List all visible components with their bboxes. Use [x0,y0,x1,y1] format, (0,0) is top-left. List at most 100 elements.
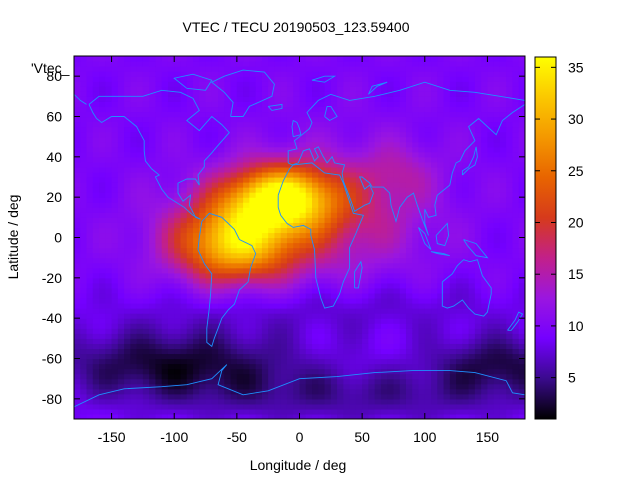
heatmap-cell [80,71,88,77]
heatmap-cell [255,287,263,294]
heatmap-cell [493,272,501,279]
heatmap-cell [136,353,144,360]
heatmap-cell [387,303,395,309]
heatmap-cell [80,121,88,128]
heatmap-cell [236,136,244,143]
heatmap-cell [142,106,150,113]
heatmap-cell [312,368,319,375]
heatmap-cell [99,398,106,405]
heatmap-cell [380,56,388,62]
heatmap-cell [180,116,188,123]
heatmap-cell [449,328,457,334]
heatmap-cell [493,338,501,344]
heatmap-cell [312,343,319,350]
heatmap-cell [224,106,232,113]
heatmap-cell [437,101,445,108]
heatmap-cell [117,272,125,279]
heatmap-cell [424,413,432,419]
heatmap-cell [105,171,113,178]
heatmap-cell [362,388,369,395]
heatmap-cell [431,66,438,72]
heatmap-cell [412,217,420,223]
heatmap-cell [193,151,200,158]
heatmap-cell [324,146,332,153]
heatmap-cell [149,136,157,143]
heatmap-cell [74,388,81,395]
heatmap-cell [199,192,207,198]
heatmap-cell [180,413,188,419]
heatmap-cell [462,161,470,168]
heatmap-cell [261,101,269,108]
heatmap-cell [111,318,119,324]
heatmap-cell [456,303,463,309]
heatmap-cell [412,257,420,264]
heatmap-cell [343,171,351,178]
heatmap-cell [142,388,150,395]
heatmap-cell [412,66,420,72]
heatmap-cell [117,262,125,269]
heatmap-cell [481,161,489,168]
heatmap-cell [92,398,100,405]
heatmap-cell [286,262,294,269]
heatmap-cell [431,141,438,148]
heatmap-cell [111,308,119,314]
heatmap-cell [199,171,207,178]
heatmap-cell [117,413,125,419]
heatmap-cell [343,378,351,385]
heatmap-cell [493,277,501,284]
heatmap-cell [318,318,326,324]
heatmap-cell [261,333,269,339]
heatmap-cell [499,171,507,178]
heatmap-cell [380,343,388,350]
heatmap-cell [274,373,282,380]
heatmap-cell [318,292,326,299]
heatmap-cell [374,328,382,334]
heatmap-cell [149,91,157,97]
heatmap-cell [493,393,501,400]
heatmap-cell [349,408,357,415]
heatmap-cell [312,338,319,344]
heatmap-cell [224,368,232,375]
heatmap-cell [337,197,344,203]
heatmap-cell [124,282,131,289]
heatmap-cell [330,227,338,234]
heatmap-cell [92,343,100,350]
heatmap-cell [193,308,200,314]
heatmap-cell [462,86,470,92]
heatmap-cell [324,262,332,269]
heatmap-cell [405,267,413,274]
heatmap-cell [280,136,288,143]
heatmap-cell [124,86,131,92]
heatmap-cell [449,232,457,239]
heatmap-cell [449,408,457,415]
heatmap-cell [86,151,94,158]
heatmap-cell [86,126,94,133]
heatmap-cell [111,338,119,344]
heatmap-cell [236,202,244,208]
heatmap-cell [305,318,313,324]
heatmap-cell [393,237,401,244]
heatmap-cell [399,388,407,395]
heatmap-cell [318,116,326,123]
heatmap-cell [305,348,313,355]
heatmap-cell [161,171,169,178]
heatmap-cell [487,61,495,67]
heatmap-cell [255,166,263,173]
heatmap-cell [462,66,470,72]
heatmap-cell [268,126,276,133]
heatmap-cell [293,101,301,108]
heatmap-cell [330,282,338,289]
heatmap-cell [155,187,163,193]
heatmap-cell [99,106,106,113]
heatmap-cell [324,106,332,113]
heatmap-cell [362,192,369,198]
heatmap-cell [86,237,94,244]
heatmap-cell [380,323,388,329]
heatmap-cell [167,197,175,203]
heatmap-cell [424,237,432,244]
heatmap-cell [205,66,213,72]
heatmap-cell [412,247,420,254]
heatmap-cell [249,338,257,344]
heatmap-cell [280,333,288,339]
heatmap-cell [149,282,157,289]
